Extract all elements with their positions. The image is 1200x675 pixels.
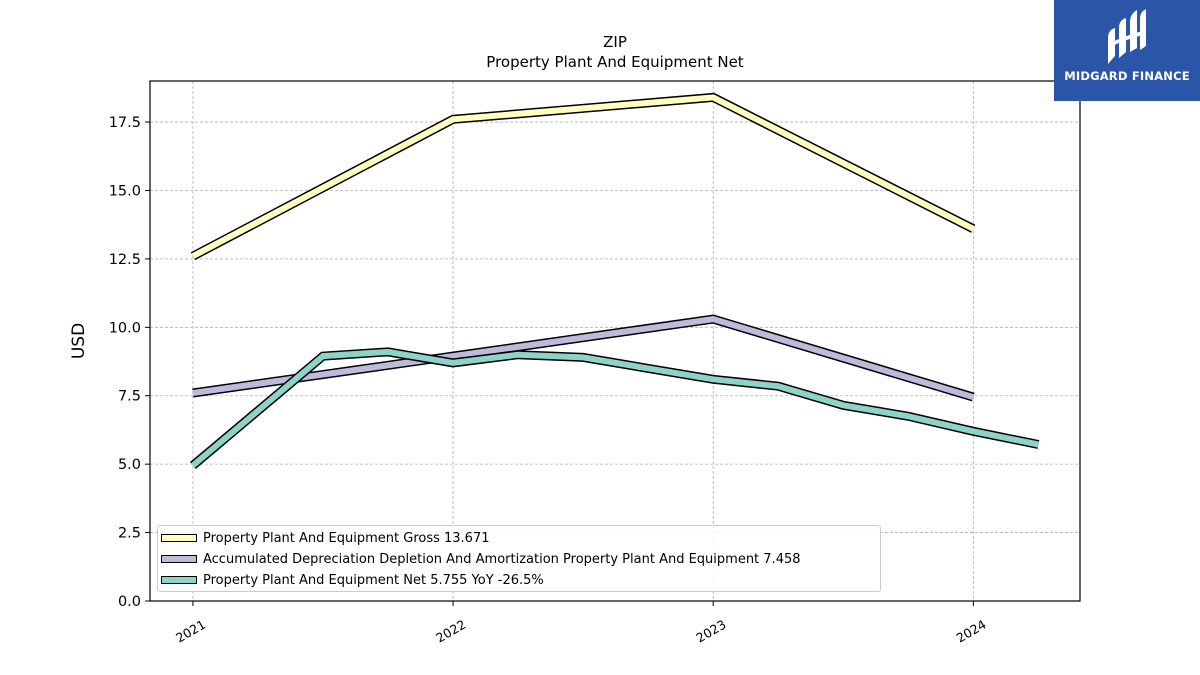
legend-label-gross: Property Plant And Equipment Gross 13.67… <box>203 530 490 546</box>
y-tick-label: 17.5 <box>109 115 141 131</box>
x-tick-label: 2022 <box>433 617 468 646</box>
y-tick-label: 2.5 <box>118 526 141 542</box>
x-tick-label: 2021 <box>173 617 208 646</box>
legend-swatch-accumulated <box>161 555 197 563</box>
legend-swatch-net <box>161 576 197 584</box>
y-tick-label: 0.0 <box>118 594 141 610</box>
x-axis: 2021 2022 2023 2024 <box>173 601 989 646</box>
legend-item-accumulated: Accumulated Depreciation Depletion And A… <box>158 549 801 569</box>
y-tick-label: 5.0 <box>118 457 141 473</box>
series-outline-0 <box>190 92 976 261</box>
legend-item-net: Property Plant And Equipment Net 5.755 Y… <box>158 570 544 590</box>
grid <box>150 81 1080 602</box>
series-line-1 <box>192 316 975 400</box>
chart-title: ZIP <box>603 33 627 51</box>
x-tick-label: 2024 <box>954 617 989 646</box>
y-tick-label: 7.5 <box>118 389 141 405</box>
y-tick-label: 10.0 <box>109 320 141 336</box>
legend-swatch-gross <box>161 534 197 542</box>
plot-frame <box>149 80 1081 602</box>
y-tick-label: 15.0 <box>109 183 141 199</box>
series-layer <box>190 92 1040 469</box>
chart-subtitle: Property Plant And Equipment Net <box>486 53 743 71</box>
brand-logo-icon <box>1108 9 1146 64</box>
brand-logo: MIDGARD FINANCE <box>1054 0 1200 101</box>
legend-item-gross: Property Plant And Equipment Gross 13.67… <box>158 528 490 548</box>
y-tick-label: 12.5 <box>109 252 141 268</box>
series-line-0 <box>191 94 975 259</box>
y-axis: 0.0 2.5 5.0 7.5 10.0 12.5 15.0 17.5 <box>109 115 150 610</box>
series-outline-2 <box>190 347 1040 469</box>
y-axis-label: USD <box>69 323 89 359</box>
series-line-2 <box>190 348 1039 468</box>
legend: Property Plant And Equipment Gross 13.67… <box>157 525 881 592</box>
x-tick-label: 2023 <box>693 617 728 646</box>
legend-label-net: Property Plant And Equipment Net 5.755 Y… <box>203 572 544 588</box>
legend-label-accumulated: Accumulated Depreciation Depletion And A… <box>203 551 801 567</box>
brand-name: MIDGARD FINANCE <box>1064 69 1190 83</box>
